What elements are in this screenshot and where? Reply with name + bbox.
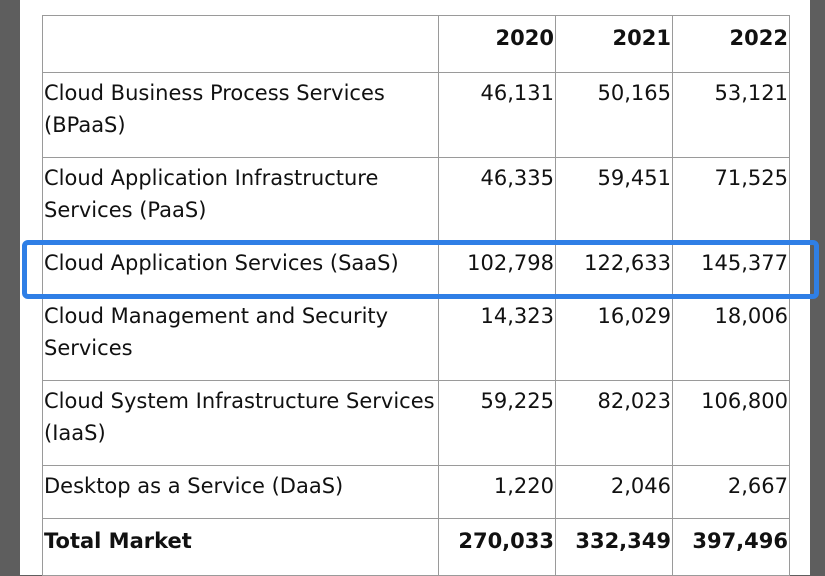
cell-value: 46,131 bbox=[438, 72, 556, 158]
cell-value: 16,029 bbox=[555, 295, 673, 381]
row-label: Cloud Management and Security Services bbox=[42, 295, 439, 381]
row-label: Cloud Business Process Services (BPaaS) bbox=[42, 72, 439, 158]
highlight-box bbox=[22, 240, 819, 299]
column-header: 2021 bbox=[555, 15, 673, 73]
column-header: 2022 bbox=[672, 15, 790, 73]
cell-value: 82,023 bbox=[555, 380, 673, 466]
cell-value: 50,165 bbox=[555, 72, 673, 158]
cell-value: 106,800 bbox=[672, 380, 790, 466]
cell-value: 53,121 bbox=[672, 72, 790, 158]
cell-value: 59,451 bbox=[555, 157, 673, 243]
column-header: 2020 bbox=[438, 15, 556, 73]
market-table: 2020 2021 2022 Cloud Business Process Servi… bbox=[42, 15, 790, 576]
row-label: Cloud System Infrastructure Services (Ia… bbox=[42, 380, 439, 466]
row-label: Cloud Application Infrastructure Service… bbox=[42, 157, 439, 243]
row-label: Total Market bbox=[42, 518, 439, 576]
total-value: 397,496 bbox=[672, 518, 790, 576]
data-row: Desktop as a Service (DaaS) 1,220 2,046 2,6… bbox=[42, 465, 790, 519]
data-row: Cloud System Infrastructure Services (Ia… bbox=[42, 380, 790, 466]
data-row: Cloud Management and Security Services 14… bbox=[42, 295, 790, 381]
cell-value: 18,006 bbox=[672, 295, 790, 381]
data-row: Cloud Application Infrastructure Service… bbox=[42, 157, 790, 243]
header-corner bbox=[42, 15, 439, 73]
total-value: 332,349 bbox=[555, 518, 673, 576]
cell-value: 2,667 bbox=[672, 465, 790, 519]
cell-value: 1,220 bbox=[438, 465, 556, 519]
cell-value: 2,046 bbox=[555, 465, 673, 519]
total-row: Total Market 270,033 332,349 397,496 bbox=[42, 518, 790, 576]
cell-value: 59,225 bbox=[438, 380, 556, 466]
cell-value: 102,798 bbox=[438, 242, 556, 296]
cell-value: 14,323 bbox=[438, 295, 556, 381]
cell-value: 71,525 bbox=[672, 157, 790, 243]
cell-value: 145,377 bbox=[672, 242, 790, 296]
cell-value: 46,335 bbox=[438, 157, 556, 243]
header-row: 2020 2021 2022 bbox=[42, 15, 790, 73]
data-row: Cloud Business Process Services (BPaaS) 4… bbox=[42, 72, 790, 158]
total-value: 270,033 bbox=[438, 518, 556, 576]
row-label: Desktop as a Service (DaaS) bbox=[42, 465, 439, 519]
